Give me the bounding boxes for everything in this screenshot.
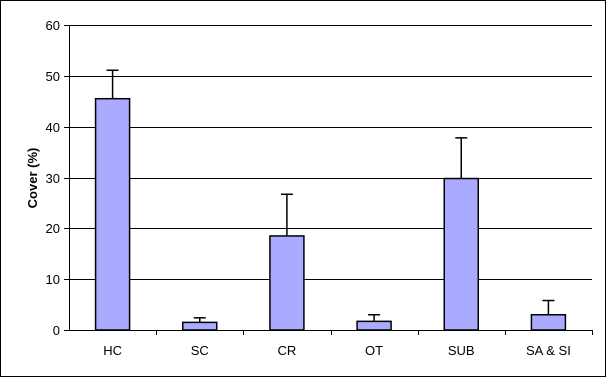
x-tick-label: CR [278, 343, 297, 358]
bar [356, 320, 392, 331]
y-tick-label: 50 [46, 69, 60, 84]
x-tick-label: SUB [448, 343, 475, 358]
gridlines [69, 25, 592, 280]
bars [94, 69, 567, 331]
bar [182, 321, 218, 331]
y-tick-labels: 0 10 20 30 40 50 60 [46, 18, 60, 338]
x-tick-label: HC [103, 343, 122, 358]
bar [269, 235, 305, 331]
x-tick-label: SC [191, 343, 209, 358]
x-tick-label: SA & SI [526, 343, 571, 358]
axes [64, 25, 593, 335]
y-tick-label: 30 [46, 171, 60, 186]
x-tick-label: OT [365, 343, 383, 358]
y-tick-label: 60 [46, 18, 60, 33]
bar [443, 177, 479, 331]
y-tick-label: 10 [46, 272, 60, 287]
y-tick-label: 40 [46, 120, 60, 135]
x-tick-labels: HC SC CR OT SUB SA & SI [103, 343, 571, 358]
bar [530, 314, 567, 331]
y-tick-label: 0 [53, 323, 60, 338]
y-axis-title: Cover (%) [25, 148, 40, 209]
y-tick-label: 20 [46, 221, 60, 236]
bar [94, 97, 131, 331]
